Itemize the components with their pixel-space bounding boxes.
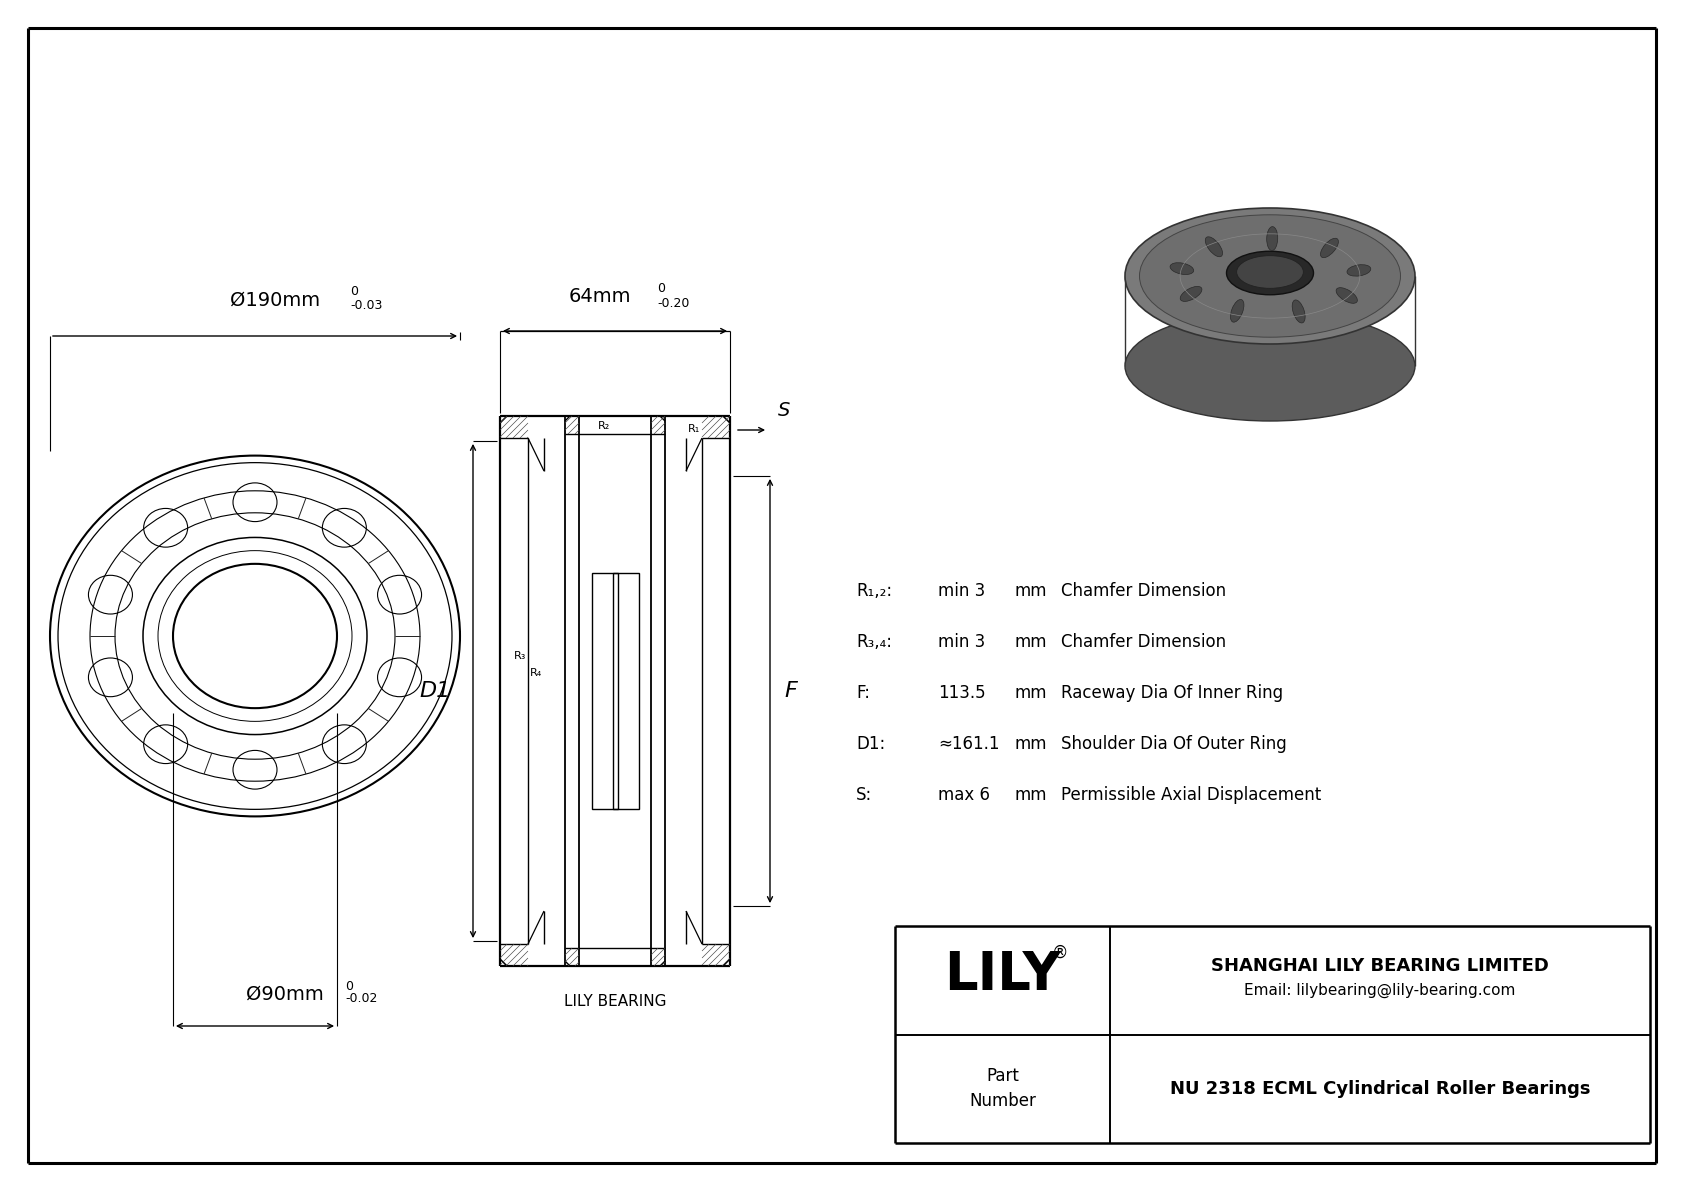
Text: Raceway Dia Of Inner Ring: Raceway Dia Of Inner Ring <box>1061 684 1283 701</box>
Ellipse shape <box>1125 208 1415 344</box>
Text: Chamfer Dimension: Chamfer Dimension <box>1061 582 1226 600</box>
Text: Chamfer Dimension: Chamfer Dimension <box>1061 632 1226 651</box>
Text: 0: 0 <box>350 285 359 298</box>
Bar <box>591 573 618 809</box>
Text: 64mm: 64mm <box>569 287 632 306</box>
Ellipse shape <box>1347 264 1371 276</box>
Text: 113.5: 113.5 <box>938 684 985 701</box>
Text: mm: mm <box>1014 684 1046 701</box>
Ellipse shape <box>1320 238 1339 257</box>
Text: R₁,₂:: R₁,₂: <box>855 582 893 600</box>
Ellipse shape <box>1170 263 1194 274</box>
Text: R₁: R₁ <box>689 424 701 434</box>
Text: ≈161.1: ≈161.1 <box>938 735 1000 753</box>
Text: SHANGHAI LILY BEARING LIMITED: SHANGHAI LILY BEARING LIMITED <box>1211 958 1549 975</box>
Text: min 3: min 3 <box>938 632 985 651</box>
Ellipse shape <box>1292 300 1305 323</box>
Ellipse shape <box>1140 214 1401 337</box>
Text: ®: ® <box>1052 943 1069 961</box>
Text: min 3: min 3 <box>938 582 985 600</box>
Text: S: S <box>778 401 790 420</box>
Text: F:: F: <box>855 684 871 701</box>
Text: -0.20: -0.20 <box>657 297 689 310</box>
Text: -0.02: -0.02 <box>345 992 377 1005</box>
Text: R₃: R₃ <box>514 651 525 661</box>
Text: R₂: R₂ <box>598 420 610 431</box>
Text: Part
Number: Part Number <box>968 1067 1036 1110</box>
Text: F: F <box>785 681 797 701</box>
Text: NU 2318 ECML Cylindrical Roller Bearings: NU 2318 ECML Cylindrical Roller Bearings <box>1170 1080 1590 1098</box>
Ellipse shape <box>1231 299 1244 323</box>
Text: mm: mm <box>1014 632 1046 651</box>
Ellipse shape <box>1125 311 1415 420</box>
Ellipse shape <box>1180 286 1202 301</box>
Ellipse shape <box>1335 288 1357 304</box>
Text: mm: mm <box>1014 786 1046 804</box>
Text: R₃,₄:: R₃,₄: <box>855 632 893 651</box>
Text: D1:: D1: <box>855 735 886 753</box>
Text: Email: lilybearing@lily-bearing.com: Email: lilybearing@lily-bearing.com <box>1244 983 1516 998</box>
Text: mm: mm <box>1014 735 1046 753</box>
Text: D1: D1 <box>419 681 451 701</box>
Text: S:: S: <box>855 786 872 804</box>
Bar <box>613 573 638 809</box>
Text: Ø190mm: Ø190mm <box>231 291 320 310</box>
Text: Permissible Axial Displacement: Permissible Axial Displacement <box>1061 786 1322 804</box>
Text: max 6: max 6 <box>938 786 990 804</box>
Text: LILY BEARING: LILY BEARING <box>564 994 667 1009</box>
Ellipse shape <box>1236 256 1303 288</box>
Text: R₄: R₄ <box>530 668 542 678</box>
Text: LILY: LILY <box>945 949 1061 1002</box>
Ellipse shape <box>1266 226 1278 250</box>
Ellipse shape <box>1226 251 1314 294</box>
Text: 0: 0 <box>345 980 354 993</box>
Text: Ø90mm: Ø90mm <box>246 985 323 1004</box>
Ellipse shape <box>1206 237 1223 257</box>
Text: -0.03: -0.03 <box>350 299 382 312</box>
Text: Shoulder Dia Of Outer Ring: Shoulder Dia Of Outer Ring <box>1061 735 1287 753</box>
Text: 0: 0 <box>657 282 665 295</box>
Text: mm: mm <box>1014 582 1046 600</box>
